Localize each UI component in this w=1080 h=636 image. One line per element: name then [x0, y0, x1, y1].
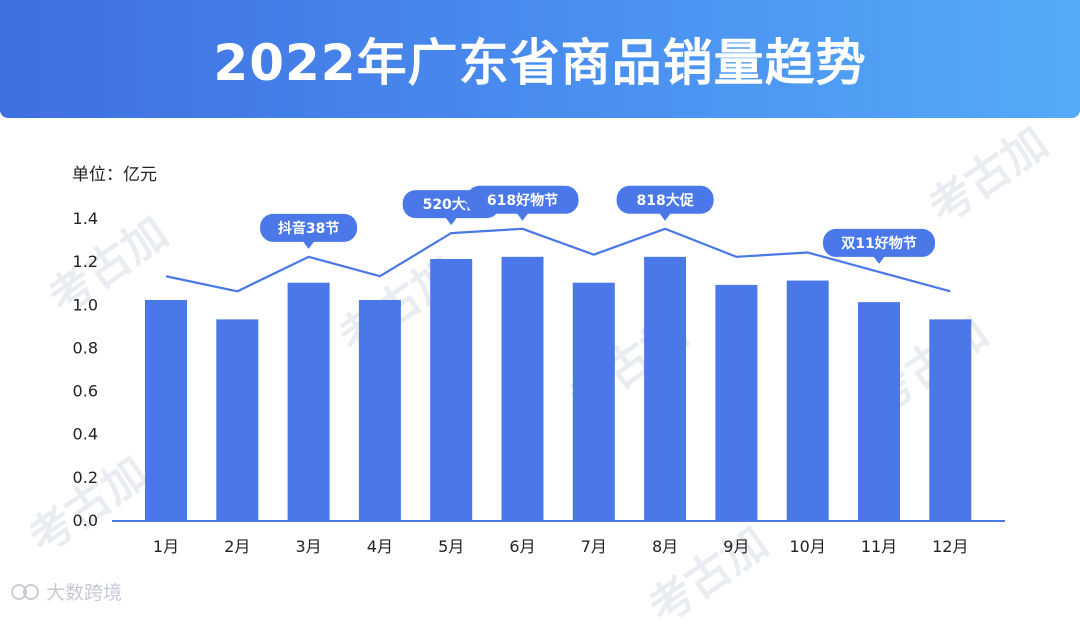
y-tick-label: 0.2	[73, 468, 98, 487]
annotation-label: 520大促	[423, 196, 481, 213]
bar	[786, 280, 829, 520]
callout-pointer	[873, 255, 885, 264]
y-tick-label: 0.6	[73, 382, 98, 401]
callout-pointer	[516, 212, 529, 221]
x-tick-label: 5月	[438, 537, 464, 556]
y-tick-label: 1.0	[73, 295, 98, 314]
y-tick-label: 0.0	[73, 511, 98, 530]
footer-logo-text: 大数跨境	[46, 582, 123, 604]
y-axis-unit-label: 单位：亿元	[72, 165, 157, 185]
sales-chart: 0.0 0.2 0.4 0.6 0.8 1.0 1.2 1.4 1月 2月 3月 4月 5月 6月 7月 8…	[72, 165, 1005, 556]
x-tick-label: 12月	[932, 537, 968, 556]
y-tick-label: 1.2	[73, 252, 98, 271]
callout-bubble	[466, 185, 579, 214]
x-tick-label: 6月	[509, 537, 535, 556]
x-tick-label: 1月	[153, 537, 179, 556]
x-tick-label: 9月	[723, 537, 749, 556]
x-tick-label: 4月	[367, 537, 393, 556]
annotation-label: 抖音38节	[278, 220, 339, 237]
x-tick-label: 2月	[224, 537, 250, 556]
annotation-callout: 双11好物节	[823, 228, 935, 264]
trend-line	[165, 227, 951, 293]
callout-pointer	[659, 212, 672, 221]
callout-bubble	[616, 185, 714, 214]
callout-pointer	[302, 240, 315, 249]
x-tick-label: 10月	[790, 537, 826, 556]
bar	[572, 282, 615, 520]
annotation-label: 818大促	[636, 192, 694, 209]
bar	[644, 256, 687, 520]
footer-logo: 大数跨境	[10, 578, 122, 605]
bar	[501, 256, 544, 520]
callout-bubble	[823, 228, 935, 257]
bar	[145, 299, 187, 520]
x-tick-label: 3月	[296, 537, 322, 556]
y-tick-label: 0.4	[73, 425, 98, 444]
x-tick-label: 11月	[861, 537, 897, 556]
annotation-label: 618好物节	[487, 192, 558, 209]
annotation-callout: 618好物节	[466, 185, 579, 221]
annotation-callout: 818大促	[616, 185, 714, 221]
brand-logo-icon	[11, 583, 39, 600]
x-tick-label: 8月	[652, 537, 678, 556]
y-tick-label: 0.8	[73, 338, 98, 357]
y-tick-label: 1.4	[73, 209, 98, 228]
bar	[430, 258, 473, 520]
callout-pointer	[445, 217, 458, 226]
bar	[858, 302, 900, 520]
x-tick-label: 7月	[581, 537, 607, 556]
bar	[216, 319, 259, 520]
callout-bubble	[260, 213, 358, 242]
title-banner: 2022年广东省商品销量趋势	[0, 0, 1080, 118]
page-title: 2022年广东省商品销量趋势	[213, 34, 867, 92]
bar	[287, 282, 330, 520]
bar	[358, 299, 401, 520]
annotation-callout: 抖音38节	[260, 213, 358, 249]
annotation-label: 双11好物节	[841, 235, 916, 252]
bar	[715, 284, 758, 520]
bar	[929, 319, 972, 520]
